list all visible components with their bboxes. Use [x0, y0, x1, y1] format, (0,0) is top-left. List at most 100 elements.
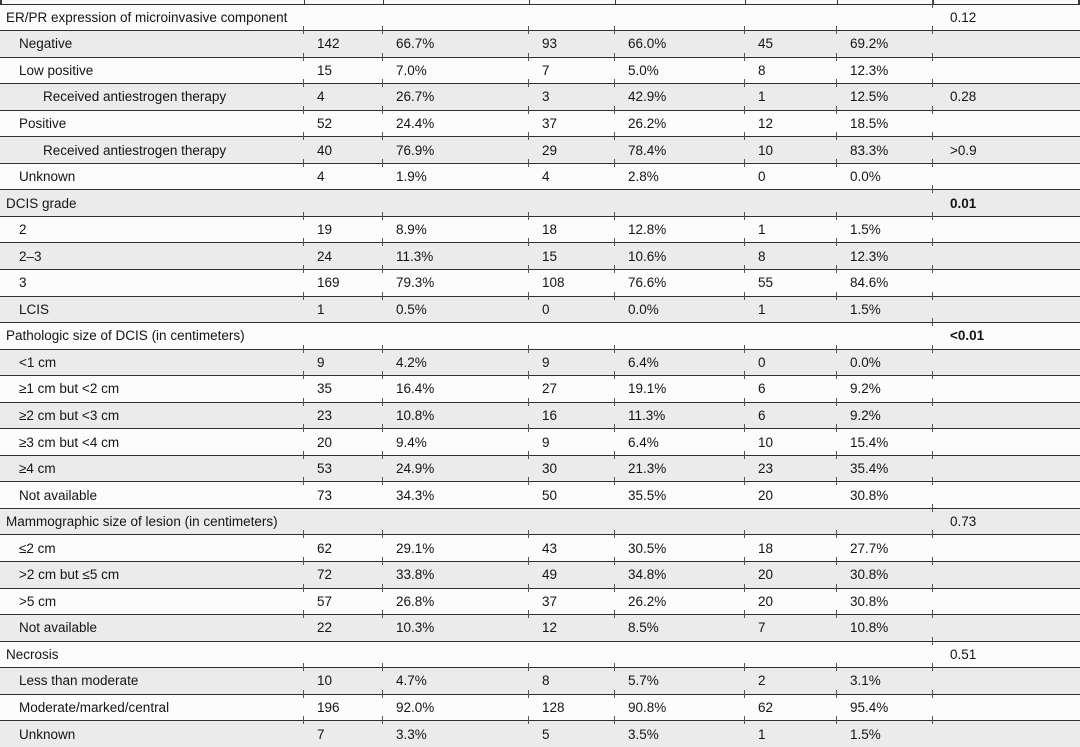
percent-cell: 10.8%: [382, 397, 529, 429]
p-value-cell: [932, 716, 1080, 747]
percent-cell: 84.6%: [836, 265, 933, 296]
percent-cell: 11.3%: [382, 238, 529, 269]
percent-cell: 19.1%: [614, 371, 745, 402]
count-cell: 128: [528, 689, 615, 721]
percent-cell: 30.8%: [836, 477, 933, 508]
count-cell: 5: [528, 716, 615, 747]
count-cell: 16: [528, 397, 615, 429]
row-label: <1 cm: [19, 354, 57, 370]
percent-cell: 3.5%: [614, 716, 745, 747]
percent-cell: 90.8%: [614, 689, 745, 721]
percent-cell: 76.9%: [382, 132, 529, 163]
row-label: >2 cm but ≤5 cm: [19, 567, 120, 583]
p-value-cell: [932, 663, 1080, 694]
row-label: Not available: [19, 620, 98, 636]
p-value-cell: <0.01: [932, 318, 1080, 349]
count-cell: 8: [528, 663, 615, 694]
count-cell: 20: [303, 424, 383, 455]
percent-cell: 34.8%: [614, 557, 745, 588]
row-label: Unknown: [19, 169, 76, 185]
table-row: 2 19 8.9% 18 12.8% 1 1.5%: [0, 211, 1080, 243]
row-label: Negative: [19, 36, 73, 52]
p-value-cell: [932, 583, 1080, 615]
table-top-edge: [0, 0, 1080, 4]
table-row: 2–3 24 11.3% 15 10.6% 8 12.3%: [0, 238, 1080, 269]
percent-cell: 42.9%: [614, 79, 745, 110]
table-row: ≥2 cm but <3 cm 23 10.8% 16 11.3% 6 9.2%: [0, 397, 1080, 429]
row-label: Low positive: [19, 62, 94, 78]
section-header-row: DCIS grade 0.01: [0, 185, 1080, 216]
row-label: ≥4 cm: [19, 461, 56, 477]
percent-cell: 29.1%: [382, 530, 529, 561]
table-row: ≥4 cm 53 24.9% 30 21.3% 23 35.4%: [0, 450, 1080, 482]
count-cell: 12: [744, 105, 837, 137]
p-value-cell: 0.01: [932, 185, 1080, 216]
percent-cell: 8.5%: [614, 610, 745, 641]
row-label: Moderate/marked/central: [19, 699, 170, 715]
percent-cell: 26.7%: [382, 79, 529, 110]
count-cell: 53: [303, 450, 383, 482]
row-label: Received antiestrogen therapy: [43, 142, 227, 158]
count-cell: 1: [303, 291, 383, 323]
percent-cell: 9.4%: [382, 424, 529, 455]
percent-cell: 1.5%: [836, 291, 933, 323]
count-cell: 18: [744, 530, 837, 561]
row-label: ≥1 cm but <2 cm: [19, 381, 120, 397]
table-row: Unknown 4 1.9% 4 2.8% 0 0.0%: [0, 158, 1080, 190]
count-cell: 15: [303, 52, 383, 84]
row-label: Received antiestrogen therapy: [43, 89, 227, 105]
row-label: DCIS grade: [6, 195, 77, 211]
p-value-cell: 0.28: [932, 79, 1080, 110]
table-row: Low positive 15 7.0% 7 5.0% 8 12.3%: [0, 52, 1080, 84]
count-cell: 40: [303, 132, 383, 163]
count-cell: 62: [744, 689, 837, 721]
p-value-cell: [932, 344, 1080, 376]
count-cell: 6: [744, 397, 837, 429]
section-header-row: Mammographic size of lesion (in centimet…: [0, 503, 1080, 535]
count-cell: 10: [303, 663, 383, 694]
row-label: Pathologic size of DCIS (in centimeters): [6, 328, 245, 344]
percent-cell: 92.0%: [382, 689, 529, 721]
count-cell: 1: [744, 291, 837, 323]
p-value-cell: [932, 265, 1080, 296]
table-row: >2 cm but ≤5 cm 72 33.8% 49 34.8% 20 30.8%: [0, 557, 1080, 588]
percent-cell: 0.5%: [382, 291, 529, 323]
table-row: ≥1 cm but <2 cm 35 16.4% 27 19.1% 6 9.2%: [0, 371, 1080, 402]
percent-cell: 12.8%: [614, 211, 745, 243]
row-label: Necrosis: [6, 646, 59, 662]
percent-cell: 34.3%: [382, 477, 529, 508]
percent-cell: 12.3%: [836, 52, 933, 84]
percent-cell: 69.2%: [836, 26, 933, 57]
count-cell: 108: [528, 265, 615, 296]
p-value-cell: [932, 689, 1080, 721]
percent-cell: 95.4%: [836, 689, 933, 721]
p-value-cell: 0.12: [932, 0, 1080, 31]
count-cell: 9: [528, 424, 615, 455]
table-row: Positive 52 24.4% 37 26.2% 12 18.5%: [0, 105, 1080, 137]
percent-cell: 16.4%: [382, 371, 529, 402]
percent-cell: 9.2%: [836, 397, 933, 429]
percent-cell: 4.7%: [382, 663, 529, 694]
percent-cell: 18.5%: [836, 105, 933, 137]
count-cell: 9: [528, 344, 615, 376]
percent-cell: 30.8%: [836, 583, 933, 615]
row-label: Positive: [19, 115, 67, 131]
percent-cell: 27.7%: [836, 530, 933, 561]
count-cell: 30: [528, 450, 615, 482]
percent-cell: 0.0%: [614, 291, 745, 323]
row-label: 3: [19, 275, 27, 291]
table-row: Not available 22 10.3% 12 8.5% 7 10.8%: [0, 610, 1080, 641]
percent-cell: 11.3%: [614, 397, 745, 429]
p-value-cell: >0.9: [932, 132, 1080, 163]
count-cell: 57: [303, 583, 383, 615]
p-value-cell: [932, 26, 1080, 57]
count-cell: 37: [528, 583, 615, 615]
table-row: Unknown 7 3.3% 5 3.5% 1 1.5%: [0, 716, 1080, 747]
percent-cell: 10.8%: [836, 610, 933, 641]
count-cell: 4: [528, 158, 615, 190]
section-header-row: Necrosis 0.51: [0, 636, 1080, 668]
table-row: Moderate/marked/central 196 92.0% 128 90.8% 6…: [0, 689, 1080, 721]
row-label: Unknown: [19, 726, 76, 742]
